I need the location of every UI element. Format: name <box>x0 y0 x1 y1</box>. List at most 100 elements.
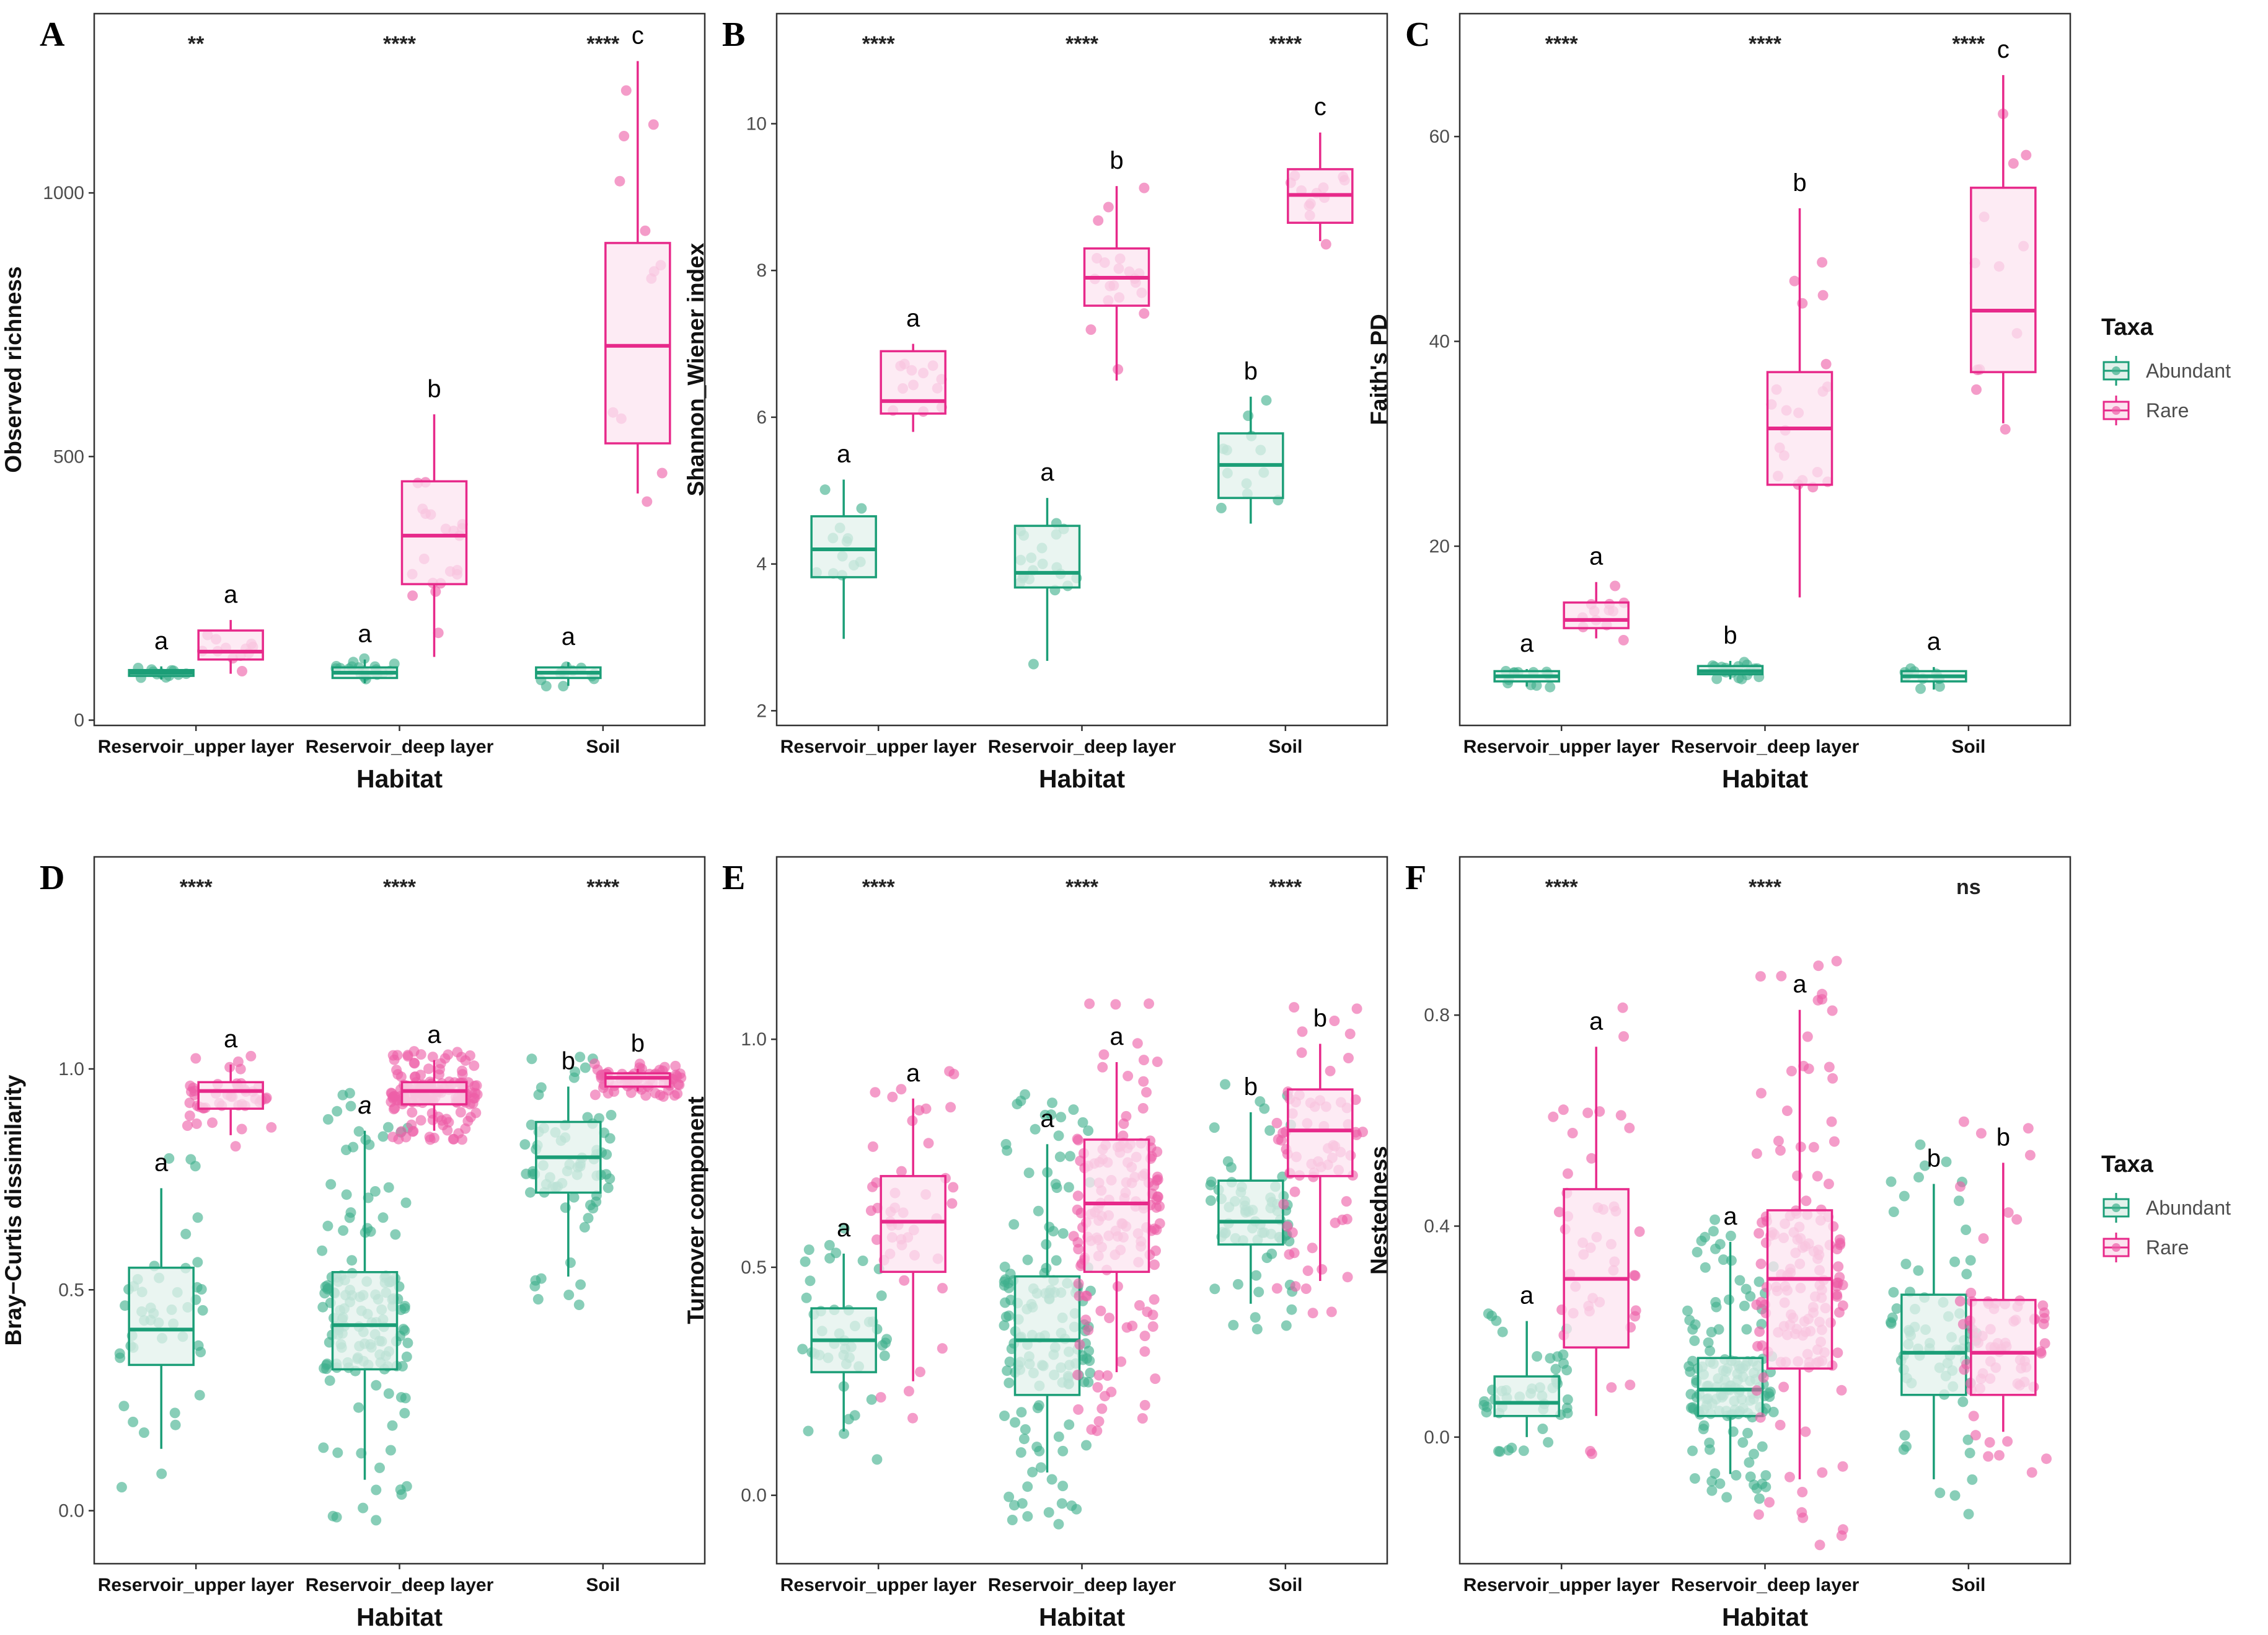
significance-label: **** <box>1066 32 1099 56</box>
data-point <box>866 1394 877 1405</box>
data-point <box>1742 1427 1753 1438</box>
data-point <box>317 1301 329 1313</box>
data-point <box>469 1060 480 1071</box>
data-point <box>797 1344 808 1355</box>
data-point <box>1586 1153 1597 1164</box>
data-point <box>1253 1287 1264 1298</box>
y-tick-label: 8 <box>756 260 767 281</box>
data-point <box>388 1104 399 1115</box>
data-point <box>1700 1262 1711 1273</box>
x-tick-label: Reservoir_deep layer <box>988 1575 1176 1595</box>
box-iqr <box>1563 601 1630 629</box>
data-point <box>1222 1156 1233 1167</box>
data-point <box>2037 1300 2049 1311</box>
legend: Taxa Abundant Rare <box>2101 314 2231 425</box>
x-tick-label: Soil <box>1951 737 1985 757</box>
data-point <box>800 1256 811 1267</box>
box-iqr <box>400 480 468 585</box>
data-point <box>899 1275 910 1286</box>
data-point <box>382 1122 394 1133</box>
panel-letter: B <box>722 16 745 54</box>
data-point <box>1134 1300 1145 1311</box>
data-point <box>457 1065 467 1076</box>
data-point <box>236 1123 247 1135</box>
box-iqr <box>1697 1357 1764 1417</box>
data-point <box>1004 1356 1015 1367</box>
data-point <box>1018 1433 1030 1445</box>
box-iqr <box>1013 1275 1081 1396</box>
box-abundant: b <box>1216 358 1284 524</box>
y-axis-label: Faith's PD <box>1366 314 1392 425</box>
data-point <box>1754 1276 1765 1287</box>
data-point <box>946 1198 958 1209</box>
data-point <box>1959 1364 1970 1375</box>
data-point <box>915 1367 925 1378</box>
data-point <box>1795 1141 1806 1153</box>
data-point <box>1139 1331 1150 1342</box>
data-point <box>1093 1416 1105 1427</box>
data-point <box>1683 1361 1695 1372</box>
data-point <box>1941 1156 1952 1168</box>
data-point <box>1543 1437 1554 1448</box>
box-rare: c <box>604 22 671 507</box>
data-point <box>1545 681 1556 693</box>
data-point <box>575 1052 586 1063</box>
data-point <box>1073 1278 1084 1289</box>
data-point <box>1077 1117 1088 1128</box>
significance-label: **** <box>383 32 417 56</box>
data-point <box>1552 1351 1563 1362</box>
y-tick-label: 0.4 <box>1424 1216 1450 1237</box>
data-point <box>1827 1073 1838 1084</box>
data-point <box>1044 1221 1055 1233</box>
data-point <box>332 1106 343 1117</box>
data-point <box>945 1102 956 1113</box>
data-point <box>533 1089 544 1101</box>
data-point <box>1056 1112 1067 1123</box>
data-point <box>1251 1324 1263 1335</box>
data-point <box>1721 1492 1732 1503</box>
group-letter: b <box>427 375 441 402</box>
data-point <box>1341 1213 1352 1225</box>
data-point <box>519 1139 531 1150</box>
data-point <box>1053 1130 1064 1141</box>
data-point <box>1072 1190 1083 1202</box>
data-point <box>642 496 653 507</box>
data-point <box>230 1141 241 1152</box>
data-point <box>1829 1136 1840 1147</box>
data-point <box>387 1050 399 1061</box>
data-point <box>1039 1109 1051 1120</box>
legend-label: Abundant <box>2146 1197 2231 1219</box>
data-point <box>442 1125 453 1136</box>
y-axis-label: Shannon_Wiener index <box>683 242 708 496</box>
legend-title: Taxa <box>2101 314 2154 340</box>
data-point <box>1954 1296 1966 1307</box>
data-point <box>1957 1396 1969 1407</box>
data-point <box>400 1197 412 1208</box>
data-point <box>1071 1504 1082 1515</box>
data-point <box>526 1053 537 1065</box>
box-iqr <box>1970 1298 2037 1396</box>
data-point <box>558 681 569 692</box>
data-point <box>1550 1363 1561 1375</box>
data-point <box>1035 1462 1046 1473</box>
data-point <box>1776 970 1787 981</box>
y-tick-label: 0.0 <box>1424 1427 1450 1448</box>
data-point <box>1532 1351 1543 1362</box>
box-iqr <box>197 1081 264 1110</box>
data-point <box>1630 1305 1641 1316</box>
data-point <box>1961 1269 1972 1280</box>
data-point <box>1251 1270 1262 1281</box>
data-point <box>1110 999 1121 1010</box>
data-point <box>1043 1507 1054 1518</box>
data-point <box>1139 308 1150 319</box>
data-point <box>1610 580 1621 592</box>
data-point <box>867 1141 878 1152</box>
box-iqr <box>1493 1375 1560 1417</box>
data-point <box>1057 1228 1069 1239</box>
data-point <box>625 1087 637 1098</box>
box-iqr <box>1766 1209 1833 1370</box>
data-point <box>1731 1469 1742 1481</box>
data-point <box>436 1115 448 1126</box>
data-point <box>1553 1207 1564 1218</box>
box-iqr <box>604 242 671 445</box>
